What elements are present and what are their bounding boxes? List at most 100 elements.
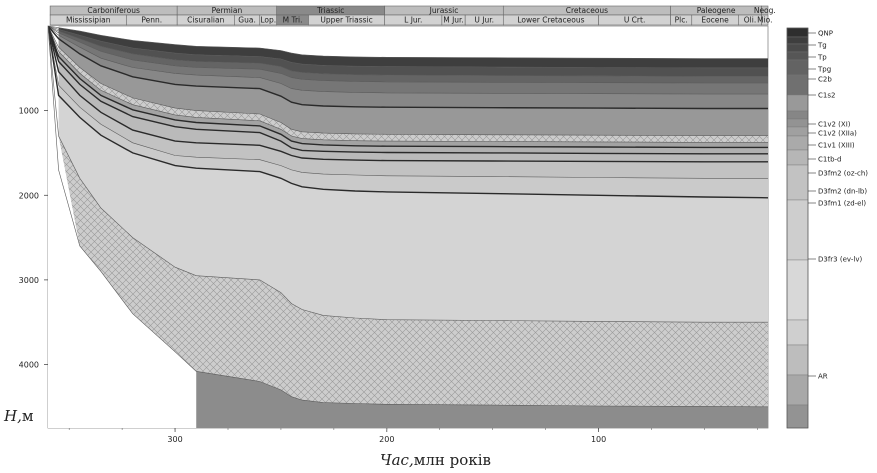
layer-band <box>48 26 768 198</box>
horizon-line <box>48 26 768 136</box>
legend-swatch <box>786 118 809 128</box>
layer-band <box>48 26 768 77</box>
legend-label: Tpg <box>817 66 831 74</box>
legend-swatch <box>786 110 809 120</box>
horizon-line <box>48 26 768 77</box>
y-tick-label: 4000 <box>19 361 39 370</box>
horizon-line <box>48 26 768 179</box>
legend-frame <box>786 27 809 429</box>
period-label: Cretaceous <box>566 6 608 15</box>
legend-label: C1v2 (XIIa) <box>818 130 857 138</box>
period-label: Permian <box>212 6 243 15</box>
legend-label: D3fm2 (dn-lb) <box>818 188 867 196</box>
epoch-label: Gua. <box>238 16 256 25</box>
epoch-label: Oli. <box>744 16 756 25</box>
epoch-label: Upper Triassic <box>320 16 372 25</box>
legend-swatch <box>786 374 809 406</box>
x-tick-label: 100 <box>591 435 606 444</box>
horizon-line <box>48 26 768 323</box>
epoch-label: Plc. <box>675 16 688 25</box>
layer-band <box>48 26 768 143</box>
horizon-line <box>48 26 768 110</box>
legend-swatch <box>786 149 809 166</box>
epoch-label: Lower Cretaceous <box>517 16 584 25</box>
layer-band <box>48 26 768 323</box>
layer-bands <box>48 26 768 428</box>
epoch-label: Penn. <box>141 16 162 25</box>
horizon-line <box>48 26 768 149</box>
legend-swatch <box>786 259 809 321</box>
legend-label: AR <box>818 373 828 381</box>
legend-label: D3fm2 (oz-ch) <box>818 170 868 178</box>
epoch-label: Lop. <box>260 16 276 25</box>
legend-colorbar: QNP Tg Tp Tpg C2b C1s2 C1v2 (XI)C1v2 (XIIa) C1v… <box>786 27 868 429</box>
y-axis: 1000 2000 3000 4000 <box>19 107 48 370</box>
legend-label: C1tb-d <box>818 156 842 164</box>
epoch-label: Mio. <box>757 16 772 25</box>
layer-band <box>48 26 768 95</box>
epoch-label: M Jur. <box>443 16 464 25</box>
y-tick-label: 1000 <box>19 107 39 116</box>
legend-label: Tg <box>817 42 827 50</box>
legend-swatch <box>786 43 809 53</box>
period-label: Neog. <box>754 6 776 15</box>
horizon-line <box>48 26 768 143</box>
epoch-label: Cisuralian <box>187 16 224 25</box>
legend-label: D3fm1 (zd-el) <box>818 200 866 208</box>
stratigraphic-header: Carboniferous Permian Triassic Jurassic Cret… <box>49 5 776 26</box>
horizon-line <box>48 26 768 69</box>
legend-swatch <box>786 74 809 96</box>
epoch-cell <box>761 14 769 26</box>
legend-swatch <box>786 199 809 261</box>
epoch-label: U Jur. <box>474 16 494 25</box>
x-tick-label: 300 <box>167 435 182 444</box>
layer-band <box>48 26 768 68</box>
legend-swatch <box>786 36 809 45</box>
legend-swatch <box>786 164 809 201</box>
legend-swatch <box>786 319 809 346</box>
horizon-line <box>48 26 768 84</box>
horizon-line <box>48 26 768 163</box>
x-axis: 300 200 100 <box>68 428 758 444</box>
epoch-label: M Tri. <box>283 16 303 25</box>
x-tick-label: 200 <box>379 435 394 444</box>
horizon-line <box>48 26 768 408</box>
horizon-line <box>48 26 768 155</box>
y-tick-label: 3000 <box>19 276 39 285</box>
horizon-line <box>48 26 768 95</box>
pre-deposition-area <box>48 26 197 428</box>
legend-swatch <box>786 59 809 76</box>
legend-swatch <box>786 27 809 38</box>
horizon-line <box>48 26 768 199</box>
y-tick-label: 2000 <box>19 191 39 200</box>
legend-label: QNP <box>818 30 833 38</box>
horizon-line <box>48 26 768 59</box>
legend-label: C1s2 <box>818 92 835 100</box>
period-label: Paleogene <box>697 6 736 15</box>
layer-band <box>48 26 768 84</box>
epoch-label: Eocene <box>701 16 729 25</box>
legend-swatch <box>786 344 809 376</box>
period-label: Jurassic <box>429 6 459 15</box>
layer-band <box>48 26 768 109</box>
period-label: Carboniferous <box>87 6 140 15</box>
period-label: Triassic <box>316 6 344 15</box>
epoch-label: L Jur. <box>404 16 422 25</box>
layer-band <box>48 26 768 179</box>
legend-label: C2b <box>818 76 832 84</box>
legend-swatch <box>786 51 809 61</box>
y-axis-label: H,м <box>4 407 34 425</box>
epoch-label: Mississipian <box>66 16 111 25</box>
legend-swatch <box>786 94 809 112</box>
legend-swatch <box>786 126 809 137</box>
layer-band <box>48 26 768 407</box>
legend-swatch <box>786 404 809 429</box>
legend-swatch <box>786 135 809 151</box>
horizon-lines <box>48 26 768 408</box>
legend-label: C1v2 (XI) <box>818 121 851 129</box>
legend-label: C1v1 (XIII) <box>818 142 855 150</box>
legend-label: D3fr3 (ev-lv) <box>818 256 862 264</box>
epoch-label: U Crt. <box>624 16 646 25</box>
legend-label: Tp <box>817 54 827 62</box>
